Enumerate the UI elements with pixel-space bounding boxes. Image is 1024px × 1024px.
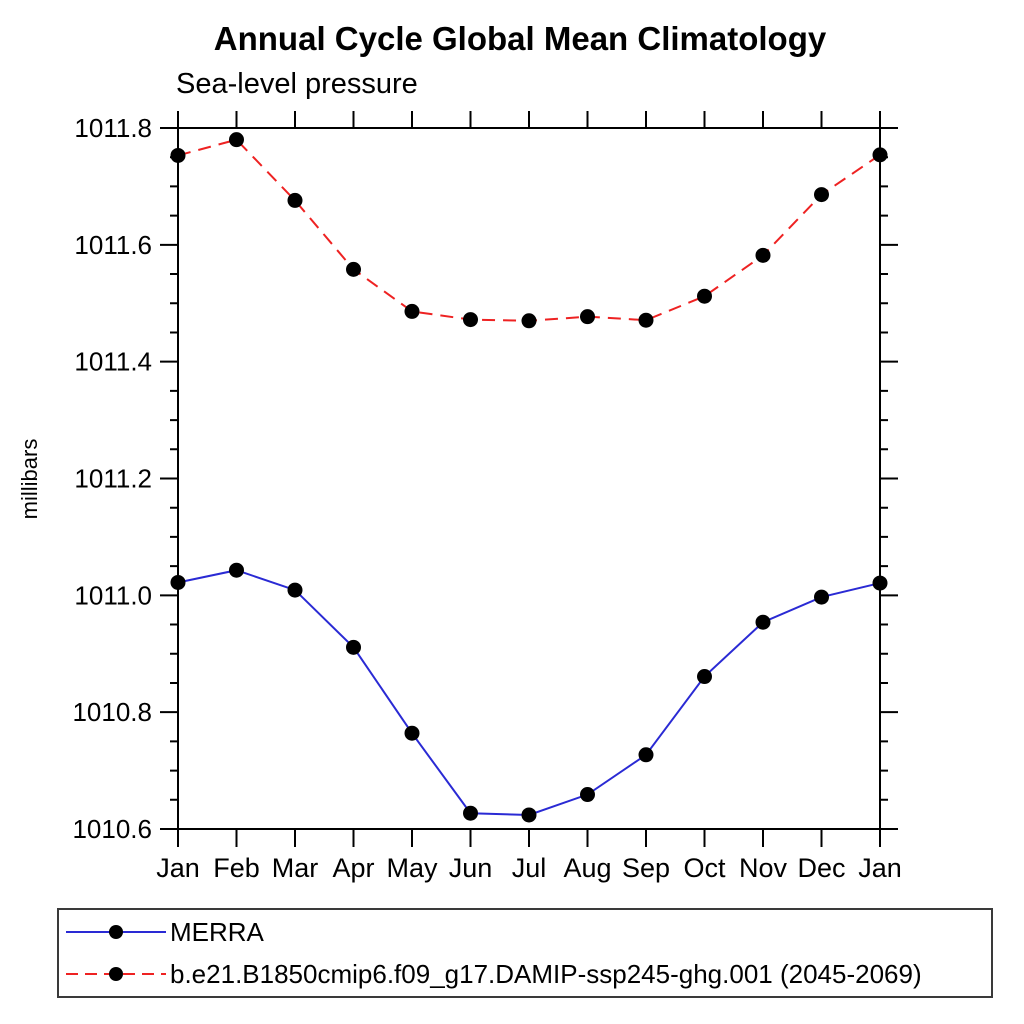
x-tick-label: Aug xyxy=(563,853,611,883)
data-point-marker xyxy=(755,247,771,263)
legend-item-merra: MERRA xyxy=(59,913,991,951)
data-point-marker xyxy=(346,639,361,655)
x-tick-label: Feb xyxy=(213,853,260,883)
data-point-marker xyxy=(287,582,303,598)
y-tick-label: 1011.2 xyxy=(74,464,152,494)
data-point-marker xyxy=(521,313,537,329)
legend-box: MERRA b.e21.B1850cmip6.f09_g17.DAMIP-ssp… xyxy=(57,908,993,998)
data-point-marker xyxy=(638,747,654,763)
data-point-marker xyxy=(697,669,712,685)
model-dashed-line-sample-icon xyxy=(66,967,166,981)
data-point-marker xyxy=(404,725,420,741)
data-point-marker xyxy=(463,805,478,821)
axis-ticks xyxy=(160,111,898,847)
data-point-marker xyxy=(697,288,712,304)
data-point-marker xyxy=(580,787,595,803)
legend-item-model: b.e21.B1850cmip6.f09_g17.DAMIP-ssp245-gh… xyxy=(59,955,991,993)
x-tick-label: May xyxy=(386,853,438,883)
x-tick-label: Apr xyxy=(332,853,374,883)
data-point-marker xyxy=(638,312,654,328)
data-point-marker xyxy=(170,147,186,163)
y-tick-label: 1011.6 xyxy=(74,230,152,260)
data-point-marker xyxy=(872,575,888,591)
data-point-marker xyxy=(580,309,595,325)
data-point-marker xyxy=(229,562,244,578)
series-line-model xyxy=(177,138,881,322)
x-tick-label: Jul xyxy=(512,853,547,883)
data-point-marker xyxy=(872,147,888,163)
legend-label-model: b.e21.B1850cmip6.f09_g17.DAMIP-ssp245-gh… xyxy=(170,958,922,989)
x-tick-label: Jun xyxy=(449,853,493,883)
data-point-marker xyxy=(404,303,420,319)
plot-frame xyxy=(177,127,881,830)
x-tick-label: Oct xyxy=(683,853,726,883)
x-tick-label: Mar xyxy=(272,853,319,883)
x-tick-label: Jan xyxy=(858,853,902,883)
chart-title: Annual Cycle Global Mean Climatology xyxy=(213,20,827,57)
data-point-marker xyxy=(229,132,244,148)
data-point-marker xyxy=(814,589,829,605)
x-tick-label: Sep xyxy=(622,853,670,883)
x-tick-label: Dec xyxy=(797,853,845,883)
y-tick-label: 1010.6 xyxy=(72,814,152,844)
y-tick-label: 1011.8 xyxy=(74,113,152,143)
y-tick-label: 1011.0 xyxy=(74,580,152,610)
merra-line-sample-icon xyxy=(66,925,166,939)
series-line-merra xyxy=(177,569,881,816)
x-tick-label: Jan xyxy=(156,853,200,883)
legend-label-merra: MERRA xyxy=(170,916,264,947)
data-point-marker xyxy=(287,192,303,208)
data-point-marker xyxy=(463,312,478,328)
chart-subtitle: Sea-level pressure xyxy=(176,68,418,100)
data-point-marker xyxy=(346,261,361,277)
x-tick-label: Nov xyxy=(739,853,788,883)
data-point-marker xyxy=(521,807,537,823)
data-point-marker xyxy=(755,614,771,630)
y-tick-label: 1010.8 xyxy=(72,697,152,727)
data-point-marker xyxy=(170,574,186,590)
data-point-marker xyxy=(814,187,829,203)
y-tick-label: 1011.4 xyxy=(74,347,152,377)
